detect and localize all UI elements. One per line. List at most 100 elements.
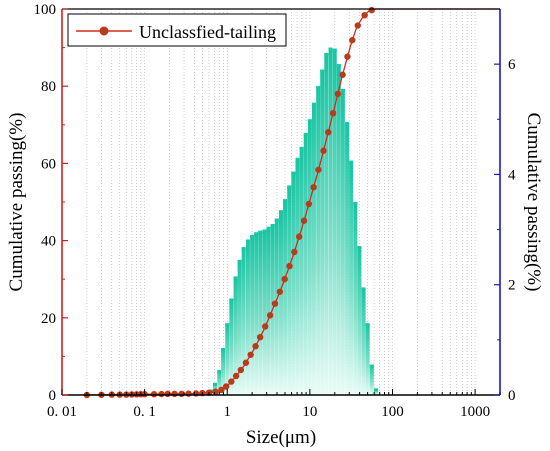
- histogram-bar-cap: [229, 298, 234, 302]
- cumulative-marker: [329, 110, 337, 117]
- histogram-bar: [266, 226, 271, 395]
- cumulative-marker: [300, 217, 308, 224]
- histogram-bar: [254, 232, 259, 395]
- cumulative-marker: [361, 11, 368, 19]
- cumulative-marker: [368, 6, 375, 14]
- cumulative-marker: [222, 383, 230, 390]
- cumulative-marker: [247, 351, 254, 358]
- histogram-bar-cap: [373, 388, 378, 392]
- cumulative-marker: [218, 386, 225, 394]
- histogram-bar: [361, 287, 366, 395]
- histogram-bar-cap: [311, 102, 316, 106]
- histogram-bar: [332, 48, 337, 396]
- histogram-bar: [221, 348, 226, 395]
- histogram-bar: [349, 160, 354, 395]
- histogram-bar: [295, 157, 300, 395]
- histogram-bar: [324, 53, 329, 395]
- histogram-bar-cap: [336, 64, 341, 68]
- histogram-bar: [225, 323, 230, 395]
- histogram-bar-cap: [245, 239, 250, 243]
- legend-label: Unclassfied-tailing: [139, 22, 276, 42]
- histogram-bar-cap: [212, 382, 217, 386]
- y-tick-label-left: 80: [41, 79, 56, 95]
- y-axis-label-right: Cumulative passing(%): [523, 113, 544, 292]
- histogram-bar-cap: [221, 348, 226, 352]
- histogram-bar: [274, 218, 279, 395]
- histogram-bar: [316, 86, 321, 395]
- histogram-bar: [262, 229, 267, 395]
- histogram-bar-cap: [353, 202, 358, 205]
- cumulative-marker: [178, 390, 185, 398]
- y-tick-label-right: 0: [508, 388, 516, 404]
- histogram-bar: [237, 259, 242, 395]
- cumulative-marker: [281, 275, 288, 283]
- histogram-bar-cap: [320, 69, 325, 73]
- histogram-bar-cap: [307, 119, 312, 123]
- histogram-bar-cap: [361, 287, 366, 291]
- histogram-bar: [340, 88, 345, 395]
- histogram-bar-cap: [217, 370, 222, 374]
- histogram-bar-cap: [283, 199, 288, 203]
- cumulative-marker: [242, 359, 250, 366]
- y-tick-label-right: 4: [508, 167, 516, 183]
- legend: Unclassfied-tailing: [67, 13, 287, 47]
- histogram-bar: [336, 64, 341, 396]
- y-tick-label-left: 20: [41, 311, 56, 327]
- cumulative-marker: [325, 129, 332, 136]
- histogram-bar: [328, 47, 333, 395]
- cumulative-marker: [171, 390, 178, 398]
- cumulative-marker: [305, 200, 313, 208]
- cumulative-marker: [291, 248, 298, 256]
- cumulative-marker: [237, 366, 245, 374]
- y-tick-label-left: 60: [41, 156, 56, 172]
- histogram-bar-cap: [274, 218, 279, 222]
- histogram-bar-cap: [225, 323, 230, 327]
- histogram-bar: [365, 323, 370, 395]
- cumulative-marker: [262, 323, 269, 330]
- histogram-bar-cap: [233, 276, 238, 280]
- cumulative-marker: [158, 390, 165, 398]
- histogram-bar: [278, 210, 283, 395]
- histogram-bar-cap: [357, 246, 362, 250]
- x-axis-label: Size(μm): [246, 427, 316, 448]
- histogram-bar-cap: [241, 247, 246, 251]
- histogram-bar-cap: [369, 364, 374, 368]
- x-tick-label: 10: [302, 404, 317, 420]
- histogram-bar-cap: [262, 229, 267, 233]
- histogram-bar-cap: [266, 226, 271, 230]
- histogram-bar-cap: [328, 47, 333, 51]
- legend-marker: [99, 26, 109, 36]
- cumulative-marker: [252, 343, 259, 350]
- histogram-bar: [299, 146, 304, 395]
- cumulative-marker: [315, 166, 322, 173]
- x-tick-label: 0. 1: [133, 404, 156, 420]
- cumulative-marker: [271, 300, 279, 307]
- histogram-bar: [369, 364, 374, 395]
- histogram-bar-cap: [365, 323, 370, 327]
- histogram-bar: [311, 102, 316, 395]
- cumulative-marker: [276, 288, 284, 295]
- histogram-bar: [258, 230, 263, 395]
- y-axis-label-left: Cumulative passing(%): [6, 113, 27, 292]
- histogram-bar: [291, 171, 296, 395]
- cumulative-marker: [339, 71, 346, 78]
- histogram-bar: [303, 133, 308, 396]
- histogram-bar: [287, 185, 292, 395]
- x-tick-label: 100: [381, 404, 404, 420]
- histogram-bar: [250, 235, 255, 395]
- y-tick-label-right: 6: [508, 57, 516, 73]
- histogram-bar-cap: [254, 232, 259, 236]
- cumulative-marker: [320, 147, 327, 154]
- histogram-bar-cap: [303, 133, 308, 137]
- histogram-bar-cap: [299, 146, 304, 150]
- y-tick-label-left: 0: [49, 388, 57, 404]
- histogram-bar-cap: [295, 157, 300, 161]
- histogram-bar: [229, 298, 234, 395]
- cumulative-marker: [334, 90, 342, 98]
- cumulative-marker: [228, 378, 235, 385]
- cumulative-marker: [232, 372, 240, 380]
- histogram-bar-cap: [258, 230, 263, 234]
- histogram-bar-cap: [316, 86, 321, 90]
